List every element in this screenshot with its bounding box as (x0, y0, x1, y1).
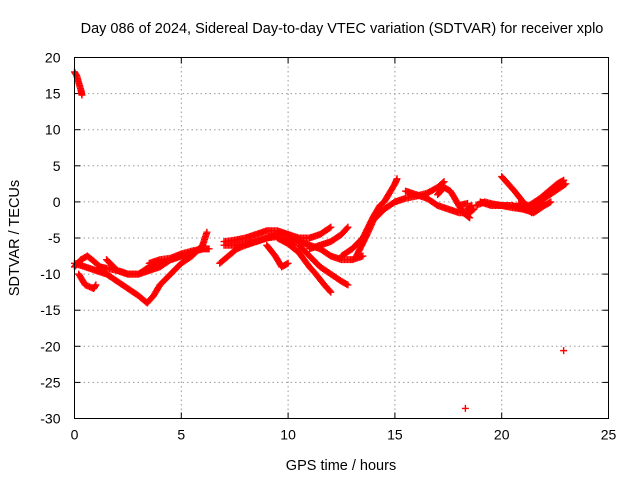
series-outlier1 (461, 404, 469, 412)
x-tick-label: 5 (177, 427, 185, 443)
series-t03 (75, 270, 100, 293)
y-tick-label: -25 (40, 374, 60, 390)
data-point (467, 202, 475, 210)
data-point (461, 404, 469, 412)
x-tick-label: 20 (494, 427, 510, 443)
y-axis-label: SDTVAR / TECUs (7, 180, 23, 296)
series-t01 (71, 68, 86, 99)
series-t06 (145, 245, 213, 267)
grid-lines (74, 57, 609, 419)
data-point (78, 91, 86, 99)
data-point (327, 288, 335, 296)
y-tick-label: 20 (45, 50, 61, 66)
y-tick-label: -15 (40, 302, 60, 318)
data-point (283, 260, 291, 268)
data-point (326, 287, 334, 295)
data-point (465, 213, 473, 221)
series-t08 (220, 227, 367, 264)
series-t22 (515, 176, 568, 210)
data-point (343, 224, 351, 232)
data-point (327, 223, 335, 231)
y-tick-label: -5 (48, 230, 61, 246)
data-point (359, 252, 367, 260)
series-t14 (338, 175, 401, 260)
y-tick-label: -20 (40, 338, 60, 354)
x-tick-label: 10 (280, 427, 296, 443)
series-t15 (352, 178, 448, 260)
data-point (439, 179, 447, 187)
series-t23 (455, 199, 472, 210)
y-tick-label: -30 (40, 411, 60, 427)
x-tick-label: 0 (71, 427, 79, 443)
series-t11 (273, 234, 335, 296)
x-tick-label: 25 (601, 427, 617, 443)
x-tick-label: 15 (387, 427, 403, 443)
x-axis-label: GPS time / hours (286, 458, 396, 474)
data-point (561, 181, 569, 189)
y-tick-label: 0 (53, 194, 61, 210)
series-t12 (295, 241, 352, 289)
data-point (560, 176, 568, 184)
data-point (284, 259, 292, 267)
y-tick-label: 5 (53, 158, 61, 174)
y-tick-label: -10 (40, 266, 60, 282)
series-t10 (263, 241, 292, 271)
data-point (547, 198, 555, 206)
series-outlier2 (560, 347, 568, 355)
data-points (71, 68, 570, 412)
plot-frame (74, 57, 609, 419)
data-point (92, 281, 100, 289)
y-tick-label: 15 (45, 86, 61, 102)
data-point (393, 175, 401, 183)
data-point (464, 199, 472, 207)
data-point (91, 282, 99, 290)
data-point (560, 347, 568, 355)
data-point (466, 214, 474, 222)
data-point (326, 224, 334, 232)
data-point (558, 177, 566, 185)
data-point (205, 245, 213, 253)
data-point (344, 281, 352, 289)
axis-ticks: 0 5 10 15 20 25 -30 -25 -20 -15 -10 -5 0 5 10 15 20 (40, 50, 616, 443)
data-point (546, 199, 554, 207)
series-t17 (434, 183, 474, 222)
data-point (344, 223, 352, 231)
data-point (343, 280, 351, 288)
data-point (203, 228, 211, 236)
series-t13 (305, 223, 352, 253)
series-t04 (71, 228, 211, 307)
y-tick-label: 10 (45, 122, 61, 138)
chart-title: Day 086 of 2024, Sidereal Day-to-day VTE… (81, 21, 604, 37)
